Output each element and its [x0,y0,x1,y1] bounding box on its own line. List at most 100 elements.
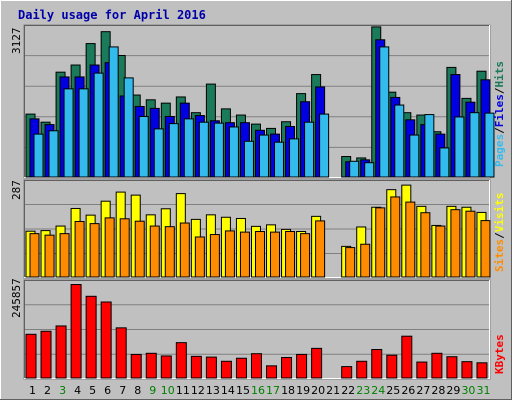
top-ymax-label: 3127 [10,28,23,55]
x-tick-label: 19 [296,384,310,397]
bar-kbytes-day-20 [311,347,323,379]
bar-pages-day-31 [484,112,495,178]
bar-sites-day-16 [254,231,265,278]
bar-pages-day-10 [168,123,179,178]
bar-sites-day-25 [390,196,401,278]
legend-visits: Visits [493,193,506,233]
bar-kbytes-day-5 [85,295,97,379]
bar-sites-day-3 [59,233,70,278]
legend-sites: Sites [493,239,506,272]
x-tick-label: 30 [461,384,475,397]
bar-pages-day-9 [153,128,164,178]
visits-sites-panel [23,179,491,279]
bar-kbytes-day-30 [461,361,473,379]
legend-files: Files [493,94,506,127]
bar-sites-day-11 [179,222,190,278]
bar-pages-day-3 [63,88,74,178]
svg-text:KBytes: KBytes [493,334,506,374]
bar-pages-day-7 [123,77,134,178]
bar-kbytes-day-27 [416,361,428,379]
bar-sites-day-27 [420,212,431,278]
bar-sites-day-19 [300,233,311,278]
bar-kbytes-day-29 [446,356,458,379]
bar-pages-day-18 [289,138,300,178]
bar-kbytes-day-12 [190,355,202,379]
bar-kbytes-day-3 [55,325,67,379]
mid-ymax-label: 287 [10,180,23,200]
x-tick-label: 6 [104,384,111,397]
x-tick-label: 20 [311,384,325,397]
bar-sites-day-9 [149,225,160,278]
x-tick-label: 12 [191,384,205,397]
bar-kbytes-day-31 [476,362,488,379]
bar-kbytes-day-18 [281,356,293,379]
x-tick-label: 27 [416,384,430,397]
bar-sites-day-28 [435,225,446,278]
chart-title: Daily usage for April 2016 [18,8,206,22]
bar-kbytes-day-28 [431,352,443,379]
bar-kbytes-day-11 [175,342,187,379]
bar-sites-day-8 [134,220,145,278]
bar-pages-day-24 [379,46,390,178]
kbytes-panel [23,279,491,380]
bar-pages-day-5 [93,72,104,178]
x-tick-label: 2 [44,384,51,397]
bar-sites-day-12 [194,236,205,278]
bar-kbytes-day-22 [341,366,353,379]
bar-kbytes-day-1 [25,333,37,379]
x-tick-label: 1 [29,384,36,397]
x-tick-label: 14 [221,384,235,397]
hits-files-pages-panel [23,24,495,179]
svg-text:Sites/Visits: Sites/Visits [493,193,506,273]
x-tick-label: 22 [341,384,355,397]
bar-pages-day-30 [469,112,480,178]
bar-pages-day-20 [319,113,330,178]
bar-pages-day-2 [48,130,59,178]
bar-kbytes-day-17 [266,365,278,379]
bar-pages-day-17 [274,141,285,178]
x-tick-label: 16 [251,384,265,397]
x-tick-label: 17 [266,384,280,397]
bar-pages-day-1 [33,133,44,178]
x-tick-label: 23 [356,384,370,397]
bar-kbytes-day-24 [371,349,383,379]
x-tick-label: 3 [59,384,66,397]
bar-sites-day-10 [164,226,175,278]
bar-pages-day-29 [454,116,465,178]
bar-sites-day-22 [345,247,356,278]
bar-sites-day-31 [480,220,491,278]
bar-sites-day-7 [119,218,130,278]
bar-pages-day-22 [349,160,360,178]
bar-pages-day-25 [394,104,405,178]
bar-sites-day-1 [29,233,40,278]
bar-sites-day-6 [104,217,115,278]
bar-sites-day-26 [405,201,416,278]
bar-kbytes-day-13 [205,356,217,379]
x-tick-label: 24 [371,384,385,397]
bot-legend: KBytes [493,334,506,374]
bar-sites-day-14 [224,230,235,278]
bar-kbytes-day-15 [235,357,247,379]
bar-kbytes-day-8 [130,353,142,379]
bar-pages-day-16 [258,134,269,178]
x-tick-label: 26 [401,384,415,397]
bar-kbytes-day-2 [40,330,52,379]
x-tick-label: 13 [206,384,220,397]
x-axis-labels: 1 2 3 4 5 6 7 8 9 10 11 12 13 14 15 16 17 18 19 20 21 22 23 24 2… [29,384,490,397]
top-legend: Pages/Files/Hits [493,61,506,167]
x-tick-label: 28 [431,384,445,397]
bar-pages-day-13 [213,122,224,178]
bar-sites-day-13 [209,234,220,278]
x-tick-label: 10 [161,384,175,397]
bar-kbytes-day-6 [100,301,112,379]
legend-hits: Hits [493,61,506,88]
bar-pages-day-26 [409,134,420,178]
bar-sites-day-15 [239,231,250,278]
bar-pages-day-6 [108,46,119,178]
x-tick-label: 4 [74,384,81,397]
x-tick-label: 11 [176,384,190,397]
bar-pages-day-27 [424,114,435,178]
bar-sites-day-20 [315,220,326,278]
x-tick-label: 5 [89,384,96,397]
